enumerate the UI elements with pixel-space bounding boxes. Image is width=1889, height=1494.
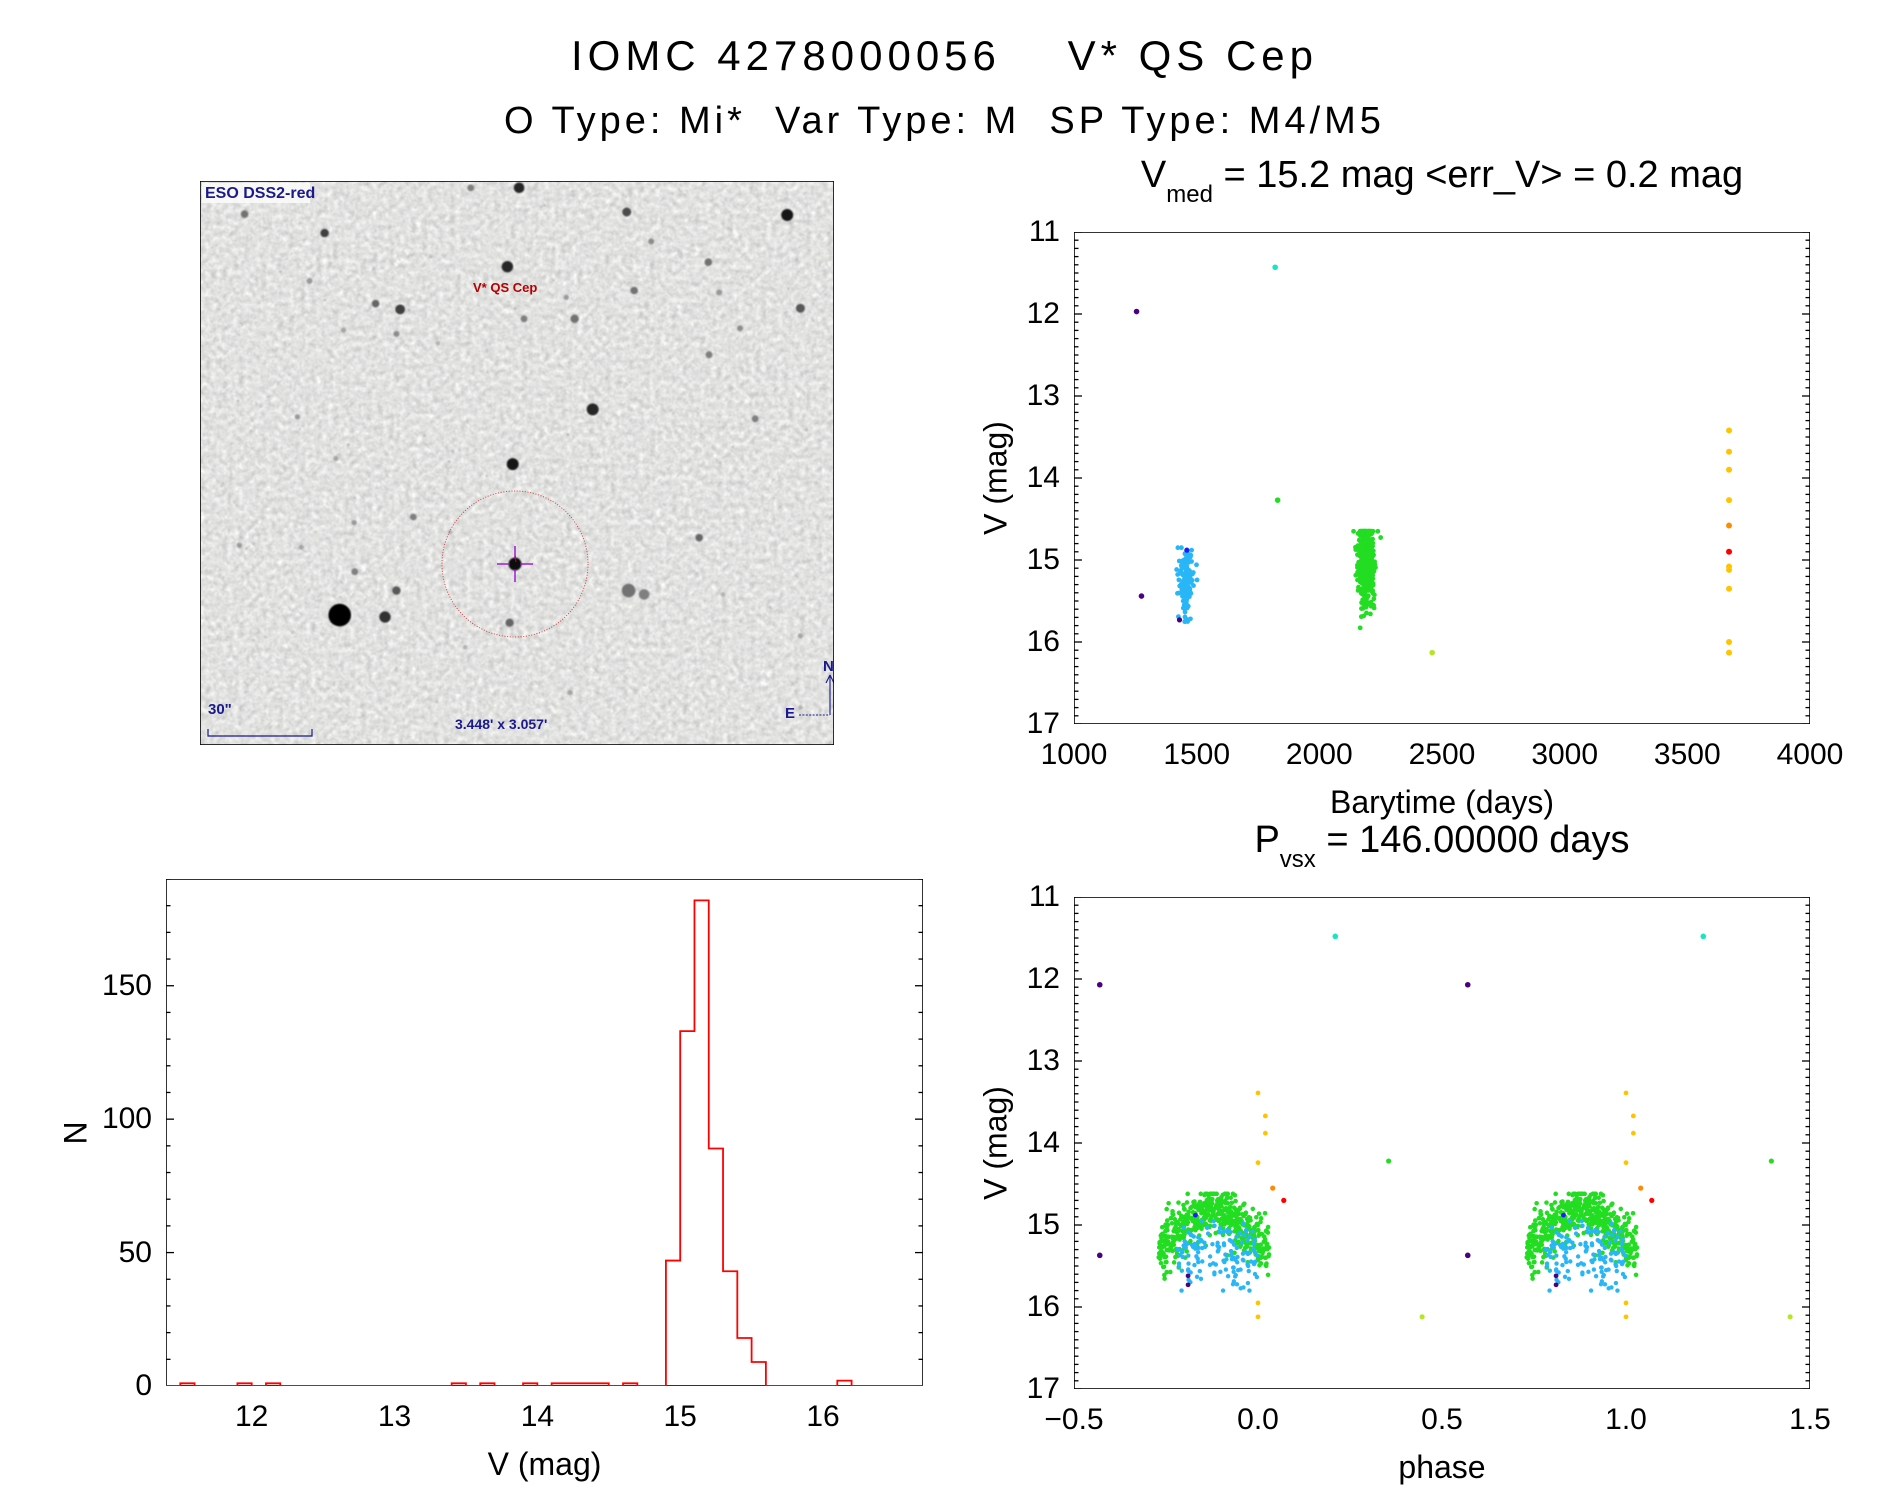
svg-text:N: N bbox=[823, 658, 834, 675]
svg-text:3.448' x 3.057': 3.448' x 3.057' bbox=[455, 716, 547, 732]
svg-text:30": 30" bbox=[208, 701, 232, 718]
svg-text:V* QS Cep: V* QS Cep bbox=[473, 280, 537, 295]
svg-text:ESO DSS2-red: ESO DSS2-red bbox=[205, 185, 315, 202]
svg-text:E: E bbox=[785, 705, 795, 722]
